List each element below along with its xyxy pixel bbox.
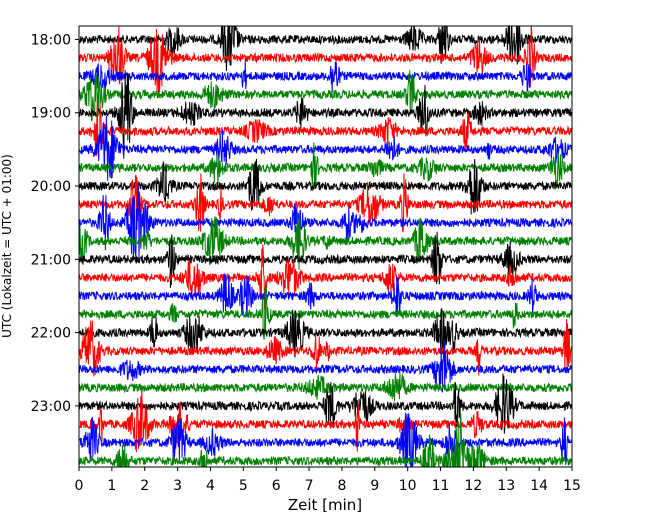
trace-line [79,273,572,318]
x-tick-label: 7 [305,478,314,494]
trace-line [79,26,572,94]
trace-line [79,142,572,190]
trace-line [79,373,572,434]
seismic-traces [79,26,572,467]
trace-line [79,412,572,467]
x-tick-label: 8 [337,478,346,494]
trace-line [79,158,572,215]
trace-line [79,244,572,310]
x-tick-label: 5 [239,478,248,494]
trace-line [79,307,572,358]
trace-line [79,372,572,402]
trace-line [79,319,572,377]
x-tick-label: 0 [75,478,84,494]
trace-line [79,183,572,261]
trace-line [79,69,572,159]
x-tick-label: 14 [530,478,548,494]
x-tick-label: 6 [272,478,281,494]
trace-line [79,340,572,393]
trace-line [79,100,572,156]
x-tick-label: 9 [370,478,379,494]
x-tick-label: 11 [432,478,450,494]
x-tick-label: 4 [206,478,215,494]
y-axis-label: UTC (Lokalzeit = UTC + 01:00) [0,154,14,338]
y-tick-label: 23:00 [31,399,71,415]
x-tick-label: 1 [107,478,116,494]
plot-frame [78,25,573,468]
trace-line [79,284,572,340]
x-tick-label: 10 [399,478,417,494]
y-tick-label: 20:00 [31,179,71,195]
y-axis: 18:00 19:00 20:00 21:00 22:00 23:00 [31,32,79,415]
y-tick-label: 18:00 [31,32,71,48]
trace-line [79,58,572,93]
trace-line [79,231,572,288]
trace-line [79,70,572,122]
trace-line [79,173,572,236]
y-tick-label: 22:00 [31,326,71,342]
trace-line [79,212,572,270]
x-tick-label: 2 [140,478,149,494]
y-tick-label: 19:00 [31,106,71,122]
trace-line [79,413,572,467]
x-tick-label: 15 [563,478,581,494]
x-tick-label: 13 [497,478,515,494]
x-axis-label: Zeit [min] [288,496,362,514]
y-tick-label: 21:00 [31,252,71,268]
x-tick-label: 3 [173,478,182,494]
trace-line [79,390,572,453]
x-tick-label: 12 [464,478,482,494]
x-axis: 0 1 2 3 4 5 6 7 8 9 10 11 12 13 14 15 [75,467,581,494]
trace-line [79,26,572,72]
trace-line [79,116,572,181]
